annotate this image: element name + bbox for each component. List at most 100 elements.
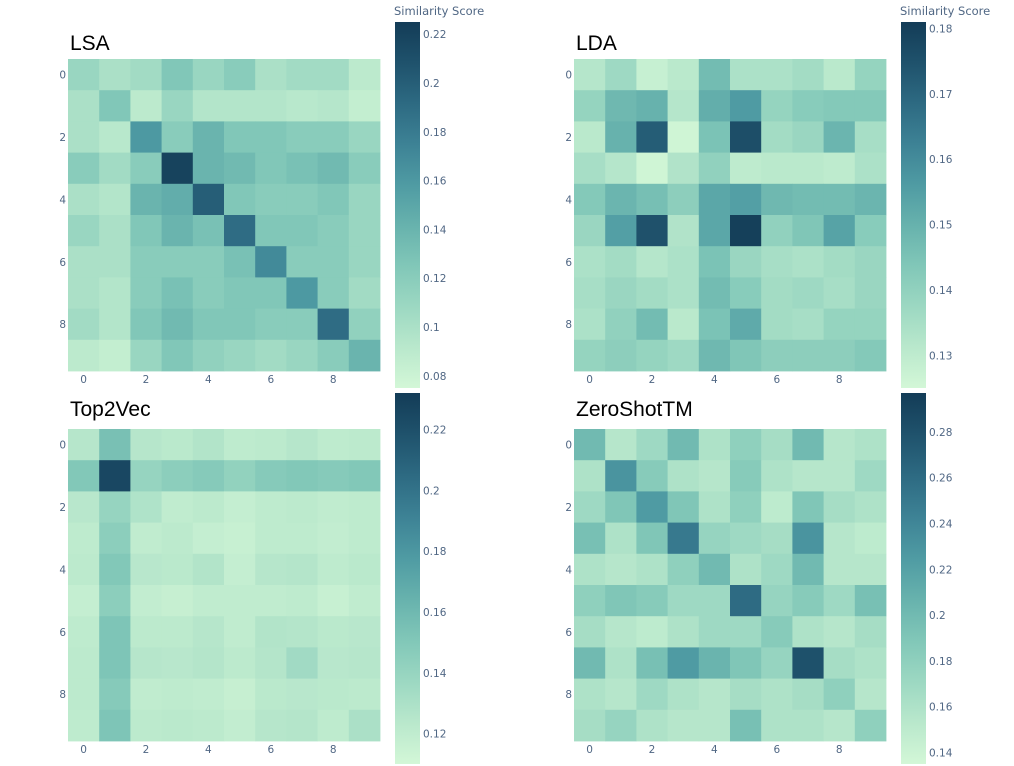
heatmap-cell: [161, 308, 194, 341]
heatmap-cell: [161, 616, 194, 648]
heatmap-cell: [574, 585, 606, 617]
heatmap-cell: [99, 59, 131, 91]
heatmap-cell: [761, 121, 793, 153]
heatmap-cell: [698, 678, 731, 711]
heatmap-cell: [286, 90, 318, 122]
heatmap-cell: [574, 709, 606, 742]
heatmap-cell: [761, 647, 793, 679]
heatmap-cell: [224, 460, 256, 492]
heatmap-cell: [161, 121, 194, 153]
heatmap-cell: [192, 183, 225, 216]
heatmap-cell: [161, 553, 194, 586]
heatmap-cell: [667, 152, 700, 185]
heatmap-cell: [224, 429, 256, 461]
heatmap-cell: [574, 121, 606, 153]
heatmap-cell: [698, 553, 731, 586]
heatmap-cell: [698, 246, 731, 278]
heatmap-cell: [224, 215, 256, 247]
heatmap-cell: [792, 585, 824, 617]
colorbar: 0.12 0.14 0.16 0.18 0.2 0.22: [395, 393, 447, 764]
heatmap-cell: [317, 59, 350, 91]
heatmap-cell: [348, 491, 381, 523]
heatmap-cell: [761, 522, 793, 555]
heatmap-cell: [854, 246, 887, 278]
heatmap-cell: [730, 59, 762, 91]
heatmap-cell: [130, 59, 162, 91]
heatmap-cell: [636, 59, 668, 91]
heatmap-cell: [68, 339, 100, 372]
heatmap-cell: [161, 460, 194, 492]
heatmap-cell: [161, 429, 194, 461]
heatmap-cell: [667, 678, 700, 711]
heatmap-cell: [730, 183, 762, 216]
colorbar-tick-label: 0.1: [423, 322, 440, 334]
heatmap-panel-lda: LDA 0 2 4 6 8 0 2 4 6 8 0.13 0.14 0.15 0.16 0.17 0.18: [565, 22, 953, 388]
heatmap-cell: [192, 277, 225, 309]
heatmap-cell: [605, 90, 637, 122]
heatmap-cell: [854, 647, 887, 679]
heatmap-cell: [605, 585, 637, 617]
heatmap-cell: [574, 246, 606, 278]
heatmap-cell: [130, 183, 162, 216]
heatmap-cell: [605, 491, 637, 523]
heatmap-cell: [667, 709, 700, 742]
heatmap-cell: [286, 215, 318, 247]
colorbar-tick-label: 0.2: [423, 485, 440, 497]
heatmap-cell: [574, 616, 606, 648]
heatmap-cell: [348, 246, 381, 278]
heatmap-cell: [348, 277, 381, 309]
heatmap-cell: [224, 90, 256, 122]
heatmap-cell: [636, 215, 668, 247]
heatmap-cell: [730, 429, 762, 461]
x-tick-label: 6: [773, 374, 780, 386]
heatmap-cell: [636, 277, 668, 309]
x-tick-label: 6: [267, 374, 274, 386]
heatmap-cell: [792, 215, 824, 247]
heatmap-cell: [761, 152, 793, 185]
heatmap-cell: [348, 59, 381, 91]
heatmap-cell: [605, 339, 637, 372]
heatmap-cell: [224, 277, 256, 309]
heatmap-cell: [130, 339, 162, 372]
heatmap-cell: [574, 522, 606, 555]
heatmap-cell: [636, 522, 668, 555]
heatmap-cell: [636, 246, 668, 278]
heatmap-cell: [68, 121, 100, 153]
heatmap-cell: [761, 308, 793, 341]
heatmap-cell: [698, 522, 731, 555]
colorbar-tick-label: 0.16: [423, 176, 447, 188]
heatmap-cell: [192, 90, 225, 122]
colorbar-tick-label: 0.16: [929, 154, 953, 166]
colorbar-gradient: [901, 22, 926, 388]
heatmap-cell: [192, 246, 225, 278]
heatmap-cell: [792, 183, 824, 216]
heatmap-cell: [130, 647, 162, 679]
heatmap-cell: [255, 246, 287, 278]
y-tick-label: 2: [59, 132, 66, 144]
heatmap-cell: [636, 460, 668, 492]
heatmap-cell: [605, 522, 637, 555]
heatmap-cell: [192, 616, 225, 648]
heatmap-cell: [823, 460, 856, 492]
colorbar-tick-label: 0.2: [929, 610, 946, 622]
heatmap-cell: [161, 246, 194, 278]
heatmap-cell: [99, 121, 131, 153]
heatmap-cell: [317, 678, 350, 711]
heatmap-cell: [854, 277, 887, 309]
heatmap-cell: [348, 709, 381, 742]
heatmap-cell: [605, 308, 637, 341]
heatmap-cell: [192, 339, 225, 372]
heatmap-cell: [574, 59, 606, 91]
heatmap-cell: [130, 678, 162, 711]
heatmap-cell: [255, 308, 287, 341]
x-tick-label: 8: [330, 374, 337, 386]
heatmap-cell: [161, 215, 194, 247]
heatmap-cell: [317, 339, 350, 372]
heatmap-cell: [605, 277, 637, 309]
heatmap-cell: [667, 429, 700, 461]
heatmap-cell: [605, 616, 637, 648]
heatmap-cell: [792, 678, 824, 711]
heatmap-cell: [761, 339, 793, 372]
heatmap-cell: [761, 277, 793, 309]
